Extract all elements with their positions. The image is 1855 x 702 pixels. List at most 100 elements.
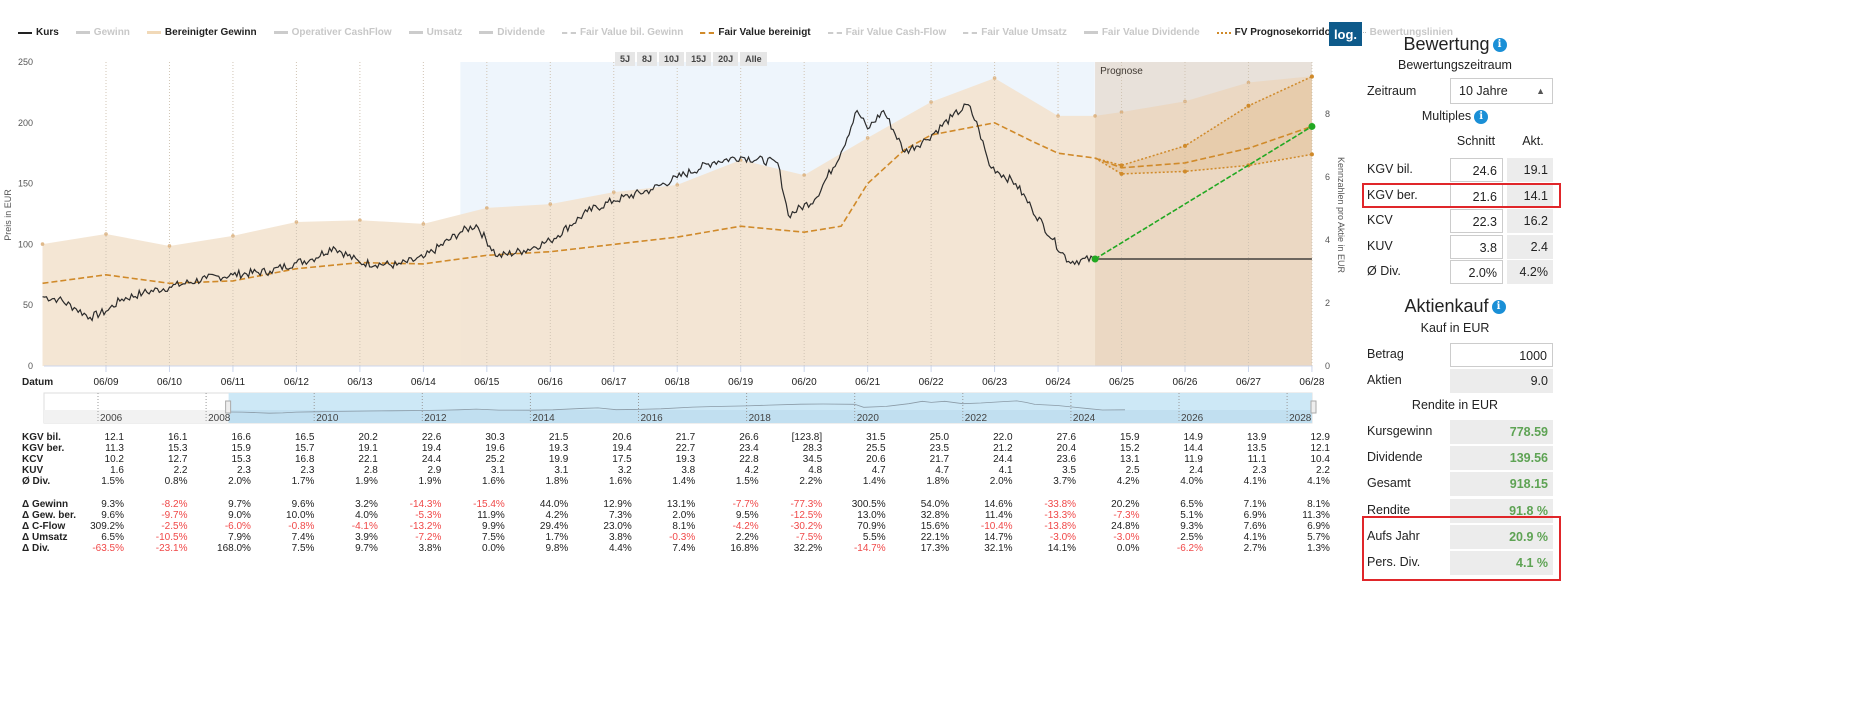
betrag-input[interactable]: 1000: [1450, 343, 1553, 367]
table-cell: 19.1: [358, 443, 378, 454]
table-cell: 9.0%: [228, 510, 251, 521]
legend-item[interactable]: Bereinigter Gewinn: [146, 27, 257, 38]
row-label: Δ Gew. ber.: [22, 510, 77, 521]
rendite-value: 139.56: [1450, 446, 1553, 471]
legend-label: Umsatz: [426, 27, 463, 38]
table-cell: 1.4%: [672, 476, 696, 487]
table-cell: -3.0%: [1049, 532, 1077, 543]
table-cell: 6.9%: [1243, 510, 1267, 521]
info-icon[interactable]: i: [1491, 300, 1506, 315]
table-cell: 9.9%: [482, 521, 505, 532]
table-cell: 22.0: [993, 432, 1013, 443]
multiple-schnitt-input[interactable]: 2.0%: [1450, 260, 1503, 285]
table-cell: 2.7%: [1243, 543, 1267, 554]
legend-item[interactable]: Gewinn: [75, 27, 130, 38]
table-cell: 19.3: [548, 443, 569, 454]
table-cell: -6.2%: [1176, 543, 1203, 554]
multiple-schnitt-input[interactable]: 3.8: [1450, 234, 1503, 259]
table-cell: 54.0%: [920, 499, 950, 510]
table-cell: 25.2: [485, 454, 505, 465]
legend-item[interactable]: Fair Value Umsatz: [963, 27, 1067, 38]
legend-item[interactable]: Umsatz: [408, 27, 463, 38]
row-label: KGV ber.: [22, 443, 65, 454]
range-button[interactable]: 20J: [713, 52, 739, 66]
range-button[interactable]: 8J: [637, 52, 658, 66]
table-cell: 28.3: [802, 443, 823, 454]
table-cell: 1.6%: [482, 476, 505, 487]
zeitraum-select[interactable]: 10 Jahre ▲: [1450, 78, 1553, 104]
table-cell: 34.5: [802, 454, 823, 465]
range-button[interactable]: 15J: [686, 52, 712, 66]
legend-swatch-icon: [75, 31, 90, 34]
range-button[interactable]: Alle: [740, 52, 767, 66]
y-left-axis-label: Preis in EUR: [3, 189, 13, 241]
legend-label: Kurs: [36, 27, 59, 38]
y-left-tick-label: 200: [18, 118, 33, 128]
table-cell: 7.3%: [608, 510, 632, 521]
legend-item[interactable]: Fair Value bil. Gewinn: [562, 27, 683, 38]
aktienkauf-title-text: Aktienkauf: [1404, 296, 1489, 316]
legend-item[interactable]: Fair Value bereinigt: [700, 27, 811, 38]
target-start-point: [1091, 255, 1099, 263]
legend-item[interactable]: Fair Value Cash-Flow: [827, 27, 946, 38]
rendite-value: 918.15: [1450, 472, 1553, 497]
table-cell: 13.1%: [666, 499, 696, 510]
y-left-tick-label: 100: [18, 239, 33, 249]
rendite-label: Rendite: [1367, 502, 1411, 517]
table-row: Δ Umsatz 6.5% -10.5% 7.9% 7.4% 3.9% -7.2% 7.5% 1…: [0, 532, 1340, 543]
table-cell: 20.6: [866, 454, 886, 465]
range-button[interactable]: 10J: [659, 52, 685, 66]
range-button[interactable]: 5J: [615, 52, 636, 66]
table-cell: 300.5%: [851, 499, 886, 510]
table-cell: 2.9: [427, 465, 442, 476]
table-cell: 21.7: [675, 432, 696, 443]
navigator-year-label: 2018: [749, 413, 772, 424]
gewinn-point: [231, 234, 235, 238]
legend-label: FV Prognosekorridor: [1234, 27, 1335, 38]
legend-item[interactable]: Dividende: [479, 27, 545, 38]
legend-swatch-icon: [273, 31, 288, 34]
navigator-handle-left[interactable]: [225, 400, 232, 414]
multiple-schnitt-input[interactable]: 22.3: [1450, 209, 1503, 234]
table-cell: 4.2%: [545, 510, 569, 521]
rendite-label: Aufs Jahr: [1367, 528, 1420, 543]
navigator-handle-right[interactable]: [1310, 400, 1317, 414]
table-cell: 3.7%: [1053, 476, 1077, 487]
table-cell: -0.8%: [288, 521, 315, 532]
zeitraum-heading: Bewertungszeitraum: [1398, 58, 1512, 72]
multiple-schnitt-input[interactable]: 24.6: [1450, 158, 1503, 182]
table-cell: 14.7%: [984, 532, 1013, 543]
y-right-axis-label: Kennzahlen pro Aktie in EUR: [1336, 157, 1345, 274]
multiple-schnitt-input[interactable]: 21.6: [1450, 183, 1503, 208]
table-cell: 14.6%: [984, 499, 1013, 510]
legend-label: Fair Value bil. Gewinn: [580, 27, 684, 38]
navigator-year-label: 2012: [424, 413, 447, 424]
legend-item[interactable]: Operativer CashFlow: [273, 27, 392, 38]
table-cell: 15.3: [168, 443, 188, 454]
info-icon[interactable]: i: [1492, 38, 1507, 53]
table-cell: 2.8: [363, 465, 378, 476]
info-icon[interactable]: i: [1474, 109, 1489, 124]
table-cell: 9.5%: [735, 510, 759, 521]
table-cell: 24.4: [993, 454, 1013, 465]
x-tick-label: 06/16: [538, 377, 563, 388]
row-label: Δ Div.: [22, 543, 50, 554]
legend-swatch-icon: [827, 31, 842, 34]
legend-swatch-icon: [408, 31, 423, 34]
log-scale-button[interactable]: log.: [1329, 22, 1362, 46]
row-label: KUV: [22, 465, 44, 476]
legend-item[interactable]: Kurs: [18, 27, 59, 38]
legend-item[interactable]: Fair Value Dividende: [1083, 27, 1200, 38]
table-cell: 19.6: [485, 443, 505, 454]
table-cell: 21.7: [929, 454, 950, 465]
x-tick-label: 06/20: [792, 377, 817, 388]
x-tick-label: 06/27: [1236, 377, 1261, 388]
table-cell: 1.6: [110, 465, 124, 476]
legend-item[interactable]: FV Prognosekorridor: [1216, 27, 1335, 38]
table-cell: 22.8: [739, 454, 759, 465]
table-cell: 4.2%: [1116, 476, 1140, 487]
table-cell: 10.2: [104, 454, 124, 465]
table-cell: 20.2: [358, 432, 378, 443]
gewinn-point: [485, 206, 489, 210]
